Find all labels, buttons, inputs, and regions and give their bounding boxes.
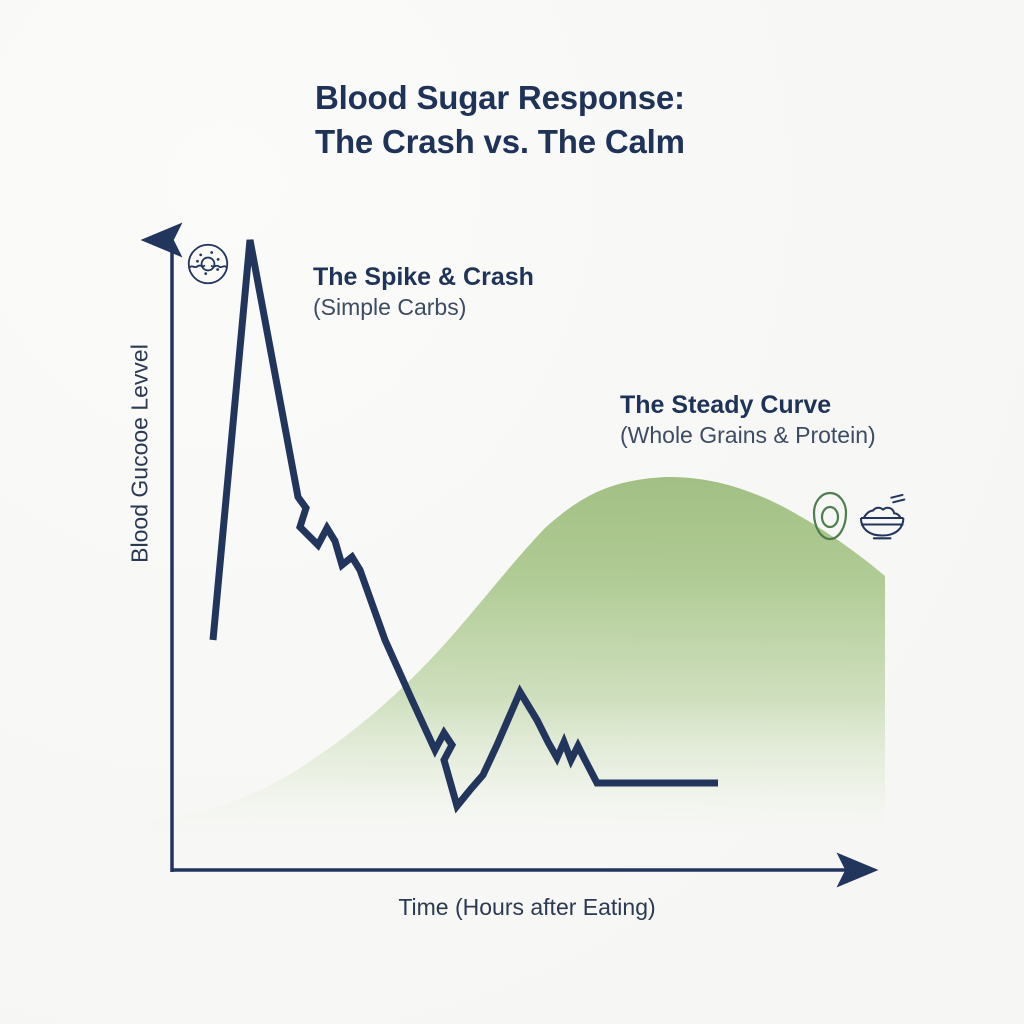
annotation-spike-title: The Spike & Crash <box>313 263 534 291</box>
y-axis-label: Blood Gucooe Levvel <box>126 344 153 563</box>
annotation-steady-title: The Steady Curve <box>620 391 832 419</box>
steady-curve-area <box>150 476 885 830</box>
annotation-steady-subtitle: (Whole Grains & Protein) <box>620 422 876 448</box>
rice-bowl-icon <box>858 493 910 547</box>
annotation-steady-curve: The Steady Curve (Whole Grains & Protein… <box>620 390 876 450</box>
x-axis-label: Time (Hours after Eating) <box>398 894 656 920</box>
annotation-spike-crash: The Spike & Crash (Simple Carbs) <box>313 262 534 322</box>
page-title: Blood Sugar Response: The Crash vs. The … <box>315 76 935 163</box>
annotation-spike-subtitle: (Simple Carbs) <box>313 294 467 320</box>
title-line-2: The Crash vs. The Calm <box>315 122 685 160</box>
title-line-1: Blood Sugar Response: <box>315 79 685 116</box>
donut-icon <box>186 242 230 291</box>
avocado-icon <box>810 490 850 547</box>
spike-crash-line <box>209 239 718 814</box>
